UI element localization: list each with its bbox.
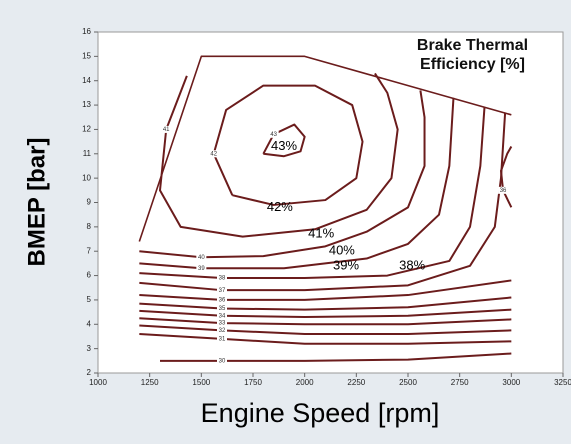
contour-line: [139, 308, 512, 318]
contour-level-label: 38: [219, 276, 226, 282]
y-tick-label: 12: [82, 125, 91, 134]
y-tick-label: 13: [82, 100, 91, 109]
contour-line: [139, 324, 512, 336]
contour-level-label: 34: [219, 313, 226, 319]
contour-level-label: 43: [270, 132, 277, 138]
contour-level-label: 30: [219, 358, 226, 364]
contour-line: [139, 296, 512, 311]
contour-level-label: 39: [198, 266, 205, 272]
contour-level-label: 33: [219, 321, 226, 327]
contour-label-bg: [217, 304, 227, 312]
contour-label-bg: [217, 296, 227, 304]
contour-line: [160, 352, 512, 362]
y-tick-label: 15: [82, 51, 91, 60]
contour-line: [139, 333, 512, 345]
contour-label-bg: [217, 357, 227, 365]
y-tick-label: 6: [87, 271, 92, 280]
contour-label-bg: [217, 286, 227, 294]
contour-label-bg: [217, 335, 227, 343]
x-tick-label: 2500: [399, 378, 417, 387]
y-tick-label: 9: [87, 198, 92, 207]
annotation: 43%: [271, 138, 297, 153]
y-tick-label: 16: [82, 27, 91, 36]
contour-label-bg: [196, 253, 207, 261]
y-tick-label: 5: [87, 295, 92, 304]
annotation: 38%: [399, 257, 425, 272]
contour-level-label: 37: [219, 288, 226, 294]
x-tick-label: 2250: [347, 378, 365, 387]
contour-level-label: 31: [219, 336, 226, 342]
y-tick-label: 8: [87, 222, 92, 231]
y-tick-label: 2: [87, 368, 92, 377]
contour-label-bg: [196, 264, 207, 272]
contour-line: [139, 279, 512, 301]
annotation: 40%: [329, 243, 355, 258]
y-tick-label: 3: [87, 344, 92, 353]
contour-label-bg: [161, 125, 172, 133]
contour-line: [159, 72, 399, 238]
x-tick-label: 1750: [244, 378, 262, 387]
contour-line: [500, 145, 513, 208]
chart-title: Brake Thermal Efficiency [%]: [416, 37, 529, 73]
x-tick-label: 1000: [89, 378, 107, 387]
annotation: 39%: [333, 257, 359, 272]
y-tick-label: 10: [82, 173, 91, 182]
x-tick-label: 3250: [554, 378, 571, 387]
contour-level-label: 41: [163, 127, 170, 133]
contour-line: [212, 84, 364, 206]
y-tick-label: 4: [87, 319, 92, 328]
contour-level-label: 32: [219, 328, 226, 334]
contour-label-bg: [268, 130, 279, 138]
envelope-line: [138, 55, 512, 242]
x-tick-label: 1500: [192, 378, 210, 387]
x-axis-label: Engine Speed [rpm]: [201, 398, 440, 428]
contour-line: [139, 90, 426, 259]
contour-label-bg: [217, 312, 227, 320]
y-tick-label: 7: [87, 246, 92, 255]
annotation: 41%: [308, 226, 334, 241]
y-axis-label: BMEP [bar]: [23, 138, 50, 267]
contour-label-bg: [498, 186, 509, 194]
contour-level-label: 36: [500, 188, 507, 194]
contour-line: [139, 112, 507, 292]
contour-level-label: 36: [219, 298, 226, 304]
y-tick-label: 14: [82, 76, 91, 85]
x-tick-label: 3000: [502, 378, 520, 387]
contour-level-label: 35: [219, 306, 226, 312]
contour-label-bg: [208, 150, 219, 158]
contour-line: [139, 107, 486, 280]
contour-level-label: 42: [210, 151, 217, 157]
contour-label-bg: [217, 326, 227, 334]
contour-line: [139, 97, 455, 270]
y-tick-label: 11: [83, 149, 92, 158]
x-tick-label: 2750: [451, 378, 469, 387]
x-tick-label: 2000: [296, 378, 314, 387]
contour-label-bg: [217, 274, 227, 282]
x-tick-label: 1250: [141, 378, 159, 387]
contour-label-bg: [217, 319, 227, 327]
contour-level-label: 40: [198, 255, 205, 261]
annotation: 42%: [267, 199, 293, 214]
contour-line: [139, 317, 512, 326]
